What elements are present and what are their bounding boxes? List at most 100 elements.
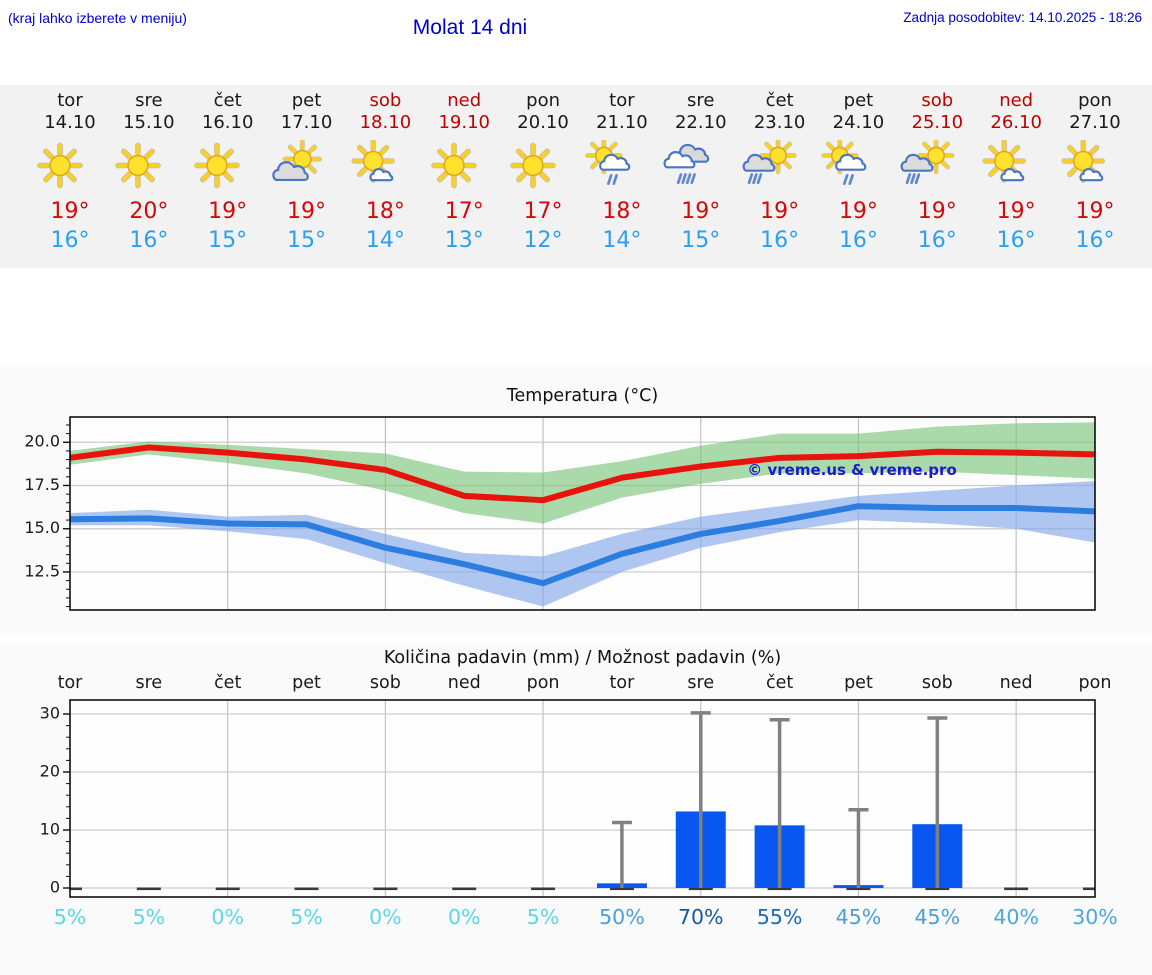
day-name: čet <box>213 90 242 111</box>
day-column: sob 25.10 19° 16° <box>898 85 977 268</box>
precip-day-label: sob <box>370 673 401 693</box>
precip-day-label: tor <box>58 673 84 693</box>
y-axis-label: 20 <box>40 762 60 781</box>
max-temperature: 19° <box>917 199 957 224</box>
zero-precip-mark <box>531 887 556 891</box>
max-temperature: 17° <box>523 199 563 224</box>
precip-probability-label: 50% <box>599 905 645 929</box>
y-axis-label: 17.5 <box>24 475 60 494</box>
min-temperature: 16° <box>838 228 878 253</box>
weather-sun_rain_heavy-icon <box>900 139 955 184</box>
zero-precip-mark <box>925 887 950 891</box>
temp-plot-border <box>69 416 1096 611</box>
y-axis-label: 12.5 <box>24 561 60 580</box>
day-name: čet <box>765 90 794 111</box>
day-date: 16.10 <box>201 112 254 133</box>
precip-probability-label: 40% <box>993 905 1039 929</box>
day-date: 27.10 <box>1069 112 1121 133</box>
min-temperature: 16° <box>996 228 1036 253</box>
weather-sun-icon <box>430 142 477 188</box>
precip-probability-label: 45% <box>915 905 961 929</box>
precip-probability-label: 5% <box>527 905 560 929</box>
max-temperature: 20° <box>129 199 169 224</box>
day-name: sre <box>135 90 163 111</box>
max-temp-line <box>70 444 1095 504</box>
precip-day-label: pon <box>1079 673 1112 693</box>
day-column: pon 20.10 17° 12° <box>504 85 583 268</box>
precip-probability-label: 45% <box>836 905 882 929</box>
max-temp-range-band <box>70 422 1095 524</box>
day-name: sob <box>921 90 954 111</box>
zero-precip-mark <box>1083 887 1095 891</box>
max-temperature: 17° <box>444 199 484 224</box>
temperature-chart: 12.5 15.0 17.5 20.0 © vreme.us & vreme.pro <box>24 416 1096 611</box>
zero-precip-mark <box>215 887 240 891</box>
weather-sun_rain_heavy-icon <box>742 139 797 184</box>
day-column: ned 26.10 19° 16° <box>977 85 1056 268</box>
precip-probability-label: 55% <box>757 905 803 929</box>
precip-day-label: pon <box>527 673 560 693</box>
zero-precip-mark <box>452 887 477 891</box>
precip-day-label: tor <box>610 673 636 693</box>
precip-probability-label: 0% <box>369 905 402 929</box>
precip-day-label: pet <box>844 673 873 693</box>
precip-day-label: čet <box>214 673 241 693</box>
max-temperature: 18° <box>602 199 642 224</box>
day-column: tor 14.10 19° 16° <box>31 85 110 268</box>
day-date: 14.10 <box>44 112 96 133</box>
day-date: 22.10 <box>674 112 727 133</box>
day-date: 17.10 <box>280 112 333 133</box>
day-date: 24.10 <box>832 112 885 133</box>
zero-precip-mark <box>846 887 871 891</box>
day-date: 18.10 <box>359 112 412 133</box>
min-temperature: 13° <box>444 228 484 253</box>
min-temperature: 15° <box>681 228 721 253</box>
location-hint: (kraj lahko izberete v meniju) <box>8 10 187 26</box>
weather-sun_rain-icon <box>821 139 867 185</box>
day-column: sre 22.10 19° 15° <box>661 85 740 268</box>
weather-sun_smallcloud-icon <box>351 139 395 183</box>
min-temperature: 15° <box>287 228 327 253</box>
precip-plot-border <box>69 699 1096 898</box>
max-temperature: 19° <box>681 199 721 224</box>
day-date: 21.10 <box>596 112 648 133</box>
y-axis-label: 15.0 <box>24 518 60 537</box>
zero-precip-mark <box>136 887 161 891</box>
precip-day-label: sob <box>922 673 953 693</box>
precip-probability-label: 70% <box>678 905 724 929</box>
precip-day-label: čet <box>766 673 793 693</box>
y-axis-label: 10 <box>40 820 60 839</box>
max-temperature: 19° <box>760 199 800 224</box>
day-column: čet 16.10 19° 15° <box>188 85 267 268</box>
day-column: sob 18.10 18° 14° <box>346 85 425 268</box>
max-temperature: 19° <box>996 199 1036 224</box>
precip-day-label: sre <box>687 673 714 693</box>
min-temp-line <box>70 503 1095 587</box>
precip-probability-label: 5% <box>54 905 87 929</box>
min-temperature: 14° <box>602 228 642 253</box>
day-date: 20.10 <box>517 112 569 133</box>
zero-precip-mark <box>294 887 319 891</box>
day-name: pet <box>843 90 874 111</box>
weather-sun_rain-icon <box>584 139 630 185</box>
zero-precip-mark <box>1004 887 1029 891</box>
day-date: 26.10 <box>990 112 1042 133</box>
day-date: 25.10 <box>911 112 964 133</box>
daily-forecast-strip: tor 14.10 19° 16° sre 15.10 20° 16° čet 16.10 19° 1… <box>0 85 1152 268</box>
day-name: pon <box>1078 90 1112 111</box>
min-temperature: 16° <box>1075 228 1115 253</box>
weather-rain-icon <box>663 143 710 184</box>
zero-precip-mark <box>688 887 713 891</box>
max-temperature: 19° <box>1075 199 1115 224</box>
zero-precip-mark <box>767 887 792 891</box>
min-temperature: 16° <box>129 228 169 253</box>
day-name: pet <box>291 90 322 111</box>
precip-day-label: ned <box>448 673 481 693</box>
last-update-timestamp: Zadnja posodobitev: 14.10.2025 - 18:26 <box>903 10 1142 25</box>
precip-day-label: ned <box>1000 673 1033 693</box>
temperature-chart-title: Temperatura (°C) <box>506 386 659 406</box>
max-temperature: 19° <box>50 199 90 224</box>
min-temperature: 12° <box>523 228 563 253</box>
weather-sun_cloud-icon <box>272 139 323 181</box>
min-temperature: 16° <box>917 228 957 253</box>
